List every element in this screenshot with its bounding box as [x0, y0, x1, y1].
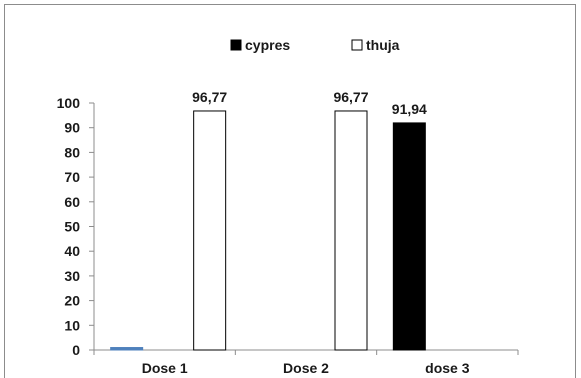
bar-thuja-1	[334, 110, 368, 351]
legend: cypres thuja	[230, 37, 400, 53]
y-tick-label: 10	[64, 317, 80, 333]
bars	[110, 110, 426, 351]
y-axis: 0 10 20 30 40 50 60 70 80 90 100	[57, 95, 95, 358]
y-tick-label: 40	[64, 243, 80, 259]
legend-swatch-thuja	[351, 39, 363, 51]
y-tick-label: 90	[64, 120, 80, 136]
x-axis: Dose 1 Dose 2 dose 3	[93, 349, 519, 376]
x-tick-label: dose 3	[425, 360, 470, 376]
y-tick-label: 70	[64, 169, 80, 185]
data-label-thuja-0: 96,77	[192, 89, 227, 105]
legend-label-cypres: cypres	[245, 37, 290, 53]
y-tick-label: 20	[64, 293, 80, 309]
data-label-cypres-2: 91,94	[392, 101, 427, 117]
data-label-thuja-1: 96,77	[333, 89, 368, 105]
y-tick-label: 30	[64, 268, 80, 284]
legend-swatch-cypres	[230, 39, 242, 51]
x-tick-label: Dose 2	[283, 360, 329, 376]
legend-label-thuja: thuja	[366, 37, 400, 53]
y-tick-label: 0	[72, 342, 80, 358]
chart-border	[4, 4, 576, 378]
bar-cypres-0	[110, 347, 144, 351]
data-labels: 91,94 96,77 96,77	[192, 89, 427, 117]
y-tick-label: 100	[57, 95, 81, 111]
bar-cypres-2	[392, 122, 426, 351]
x-tick-label: Dose 1	[142, 360, 188, 376]
y-tick-label: 50	[64, 219, 80, 235]
y-tick-label: 60	[64, 194, 80, 210]
bar-thuja-0	[193, 110, 227, 351]
y-tick-label: 80	[64, 144, 80, 160]
